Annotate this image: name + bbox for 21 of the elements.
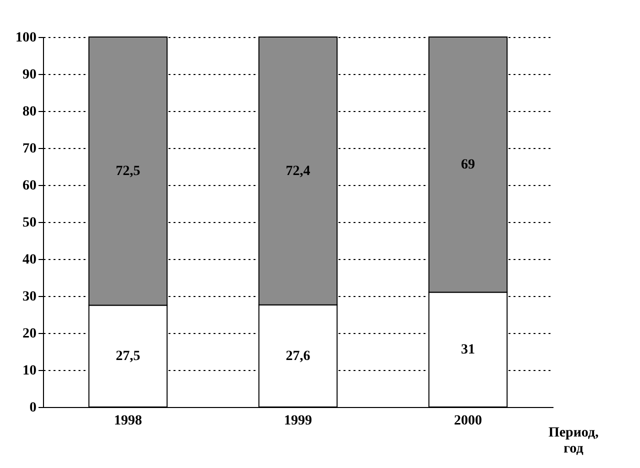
y-tick-label: 50 xyxy=(22,216,36,230)
y-tick-label: 100 xyxy=(16,30,36,46)
x-tick-label: 2000 xyxy=(454,414,482,428)
y-tick-label: 60 xyxy=(22,178,36,194)
data-label: 69 xyxy=(461,158,475,173)
y-tick-label: 70 xyxy=(22,142,36,156)
data-label: 31 xyxy=(461,342,475,358)
data-label: 27,6 xyxy=(286,348,310,364)
y-tick-label: 10 xyxy=(22,364,36,378)
y-tick-label: 30 xyxy=(22,290,36,304)
data-label: 27,5 xyxy=(116,349,140,364)
x-tick-label: 1999 xyxy=(284,414,312,428)
data-label: 72,4 xyxy=(286,164,310,179)
data-label: 72,5 xyxy=(116,164,140,180)
y-tick-label: 40 xyxy=(22,252,36,268)
x-tick-label: 1998 xyxy=(114,414,142,428)
y-tick-label: 90 xyxy=(22,68,36,82)
x-axis-title: Период, год xyxy=(548,426,599,456)
y-tick-label: 80 xyxy=(22,104,36,120)
y-tick-label: 20 xyxy=(22,326,36,342)
y-tick-label: 0 xyxy=(30,400,36,416)
